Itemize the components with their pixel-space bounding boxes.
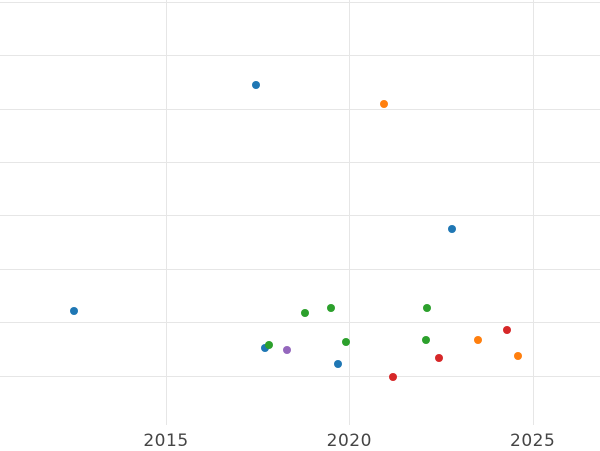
scatter-point-blue: [70, 307, 79, 315]
vertical-gridline: [349, 0, 351, 425]
scatter-point-red: [503, 326, 512, 334]
vertical-gridline: [532, 0, 534, 425]
scatter-point-green: [265, 341, 274, 349]
scatter-point-purple: [283, 346, 292, 354]
horizontal-gridline: [0, 55, 600, 56]
scatter-point-orange: [473, 336, 482, 344]
scatter-point-blue: [448, 225, 457, 233]
x-tick-label: 2025: [510, 431, 556, 451]
scatter-point-red: [389, 373, 398, 381]
horizontal-gridline: [0, 376, 600, 377]
scatter-point-green: [301, 309, 310, 317]
scatter-point-blue: [251, 81, 260, 89]
scatter-point-red: [435, 354, 444, 362]
horizontal-gridline: [0, 215, 600, 216]
horizontal-gridline: [0, 2, 600, 3]
scatter-point-blue: [261, 344, 269, 352]
horizontal-gridline: [0, 109, 600, 110]
scatter-point-green: [341, 338, 350, 346]
scatter-point-green: [421, 336, 430, 344]
horizontal-gridline: [0, 269, 600, 270]
vertical-gridline: [166, 0, 167, 425]
horizontal-gridline: [0, 322, 600, 323]
scatter-point-blue: [334, 359, 343, 368]
scatter-point-orange: [380, 99, 389, 108]
horizontal-gridline: [0, 162, 600, 163]
scatter-point-orange: [514, 351, 523, 360]
scatter-point-green: [423, 304, 432, 312]
x-tick-label: 2020: [326, 431, 372, 451]
scatter-point-green: [327, 304, 335, 312]
x-tick-label: 2015: [143, 431, 189, 451]
